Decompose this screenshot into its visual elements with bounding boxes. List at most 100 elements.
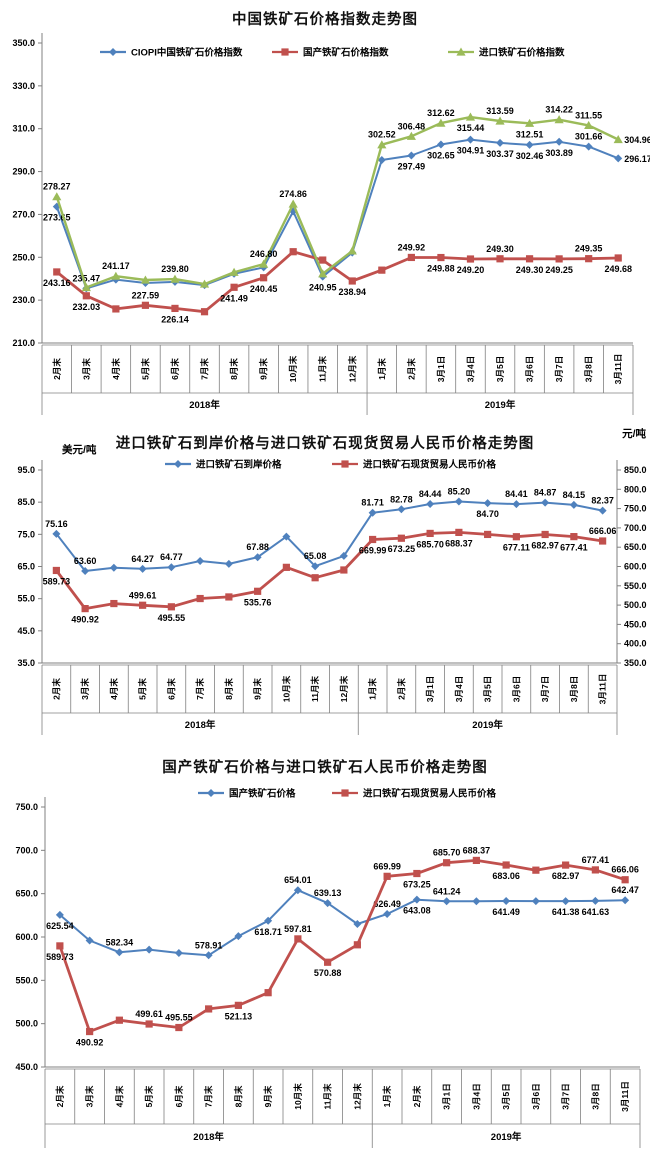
data-label: 499.61	[129, 590, 157, 600]
category-label: 4月末	[109, 678, 119, 700]
data-label: 688.37	[463, 845, 491, 855]
category-label: 7月末	[195, 678, 205, 700]
data-label: 654.01	[284, 875, 312, 885]
data-label: 673.25	[388, 544, 416, 554]
square-marker-icon	[81, 605, 89, 613]
category-label: 11月末	[323, 1083, 333, 1109]
diamond-marker-icon	[85, 936, 94, 945]
data-label: 499.61	[135, 1009, 163, 1019]
diamond-marker-icon	[377, 156, 386, 164]
data-label: 246.80	[250, 249, 278, 259]
diamond-marker-icon	[426, 499, 435, 508]
triangle-marker-icon	[199, 279, 210, 288]
diamond-marker-icon	[502, 897, 511, 906]
data-label: 302.65	[427, 150, 455, 160]
data-label: 625.54	[46, 921, 74, 931]
data-label: 82.37	[591, 496, 614, 506]
category-label: 3月1日	[425, 676, 435, 702]
category-label: 3月6日	[531, 1083, 541, 1109]
square-marker-icon	[407, 253, 415, 262]
category-label: 7月末	[204, 1085, 214, 1107]
triangle-marker-icon	[456, 47, 466, 56]
category-label: 2月末	[406, 358, 416, 380]
series-line	[55, 250, 620, 314]
series-triangle: 278.27 241.17 239.80 246.80 274.86 302.52306.…	[43, 105, 650, 292]
y-tick-label: 600.0	[15, 932, 38, 942]
diamond-marker-icon	[264, 916, 273, 925]
data-label: 64.27	[131, 554, 154, 564]
square-marker-icon	[324, 958, 332, 966]
chart-legend: 进口铁矿石到岸价格 进口铁矿石现货贸易人民币价格	[165, 459, 497, 471]
y-tick-label: 800.0	[624, 484, 647, 494]
square-marker-icon	[110, 599, 118, 608]
series-diamond: 75.16 63.60 64.27 64.77 67.88 65.08 81.71 82.78…	[45, 487, 614, 576]
diamond-marker-icon	[472, 897, 481, 906]
category-label: 3月8日	[584, 356, 594, 382]
data-label: 683.06	[492, 871, 520, 881]
category-label: 3月11日	[620, 1081, 630, 1112]
category-label: 2月末	[51, 678, 61, 700]
square-marker-icon	[86, 1027, 94, 1036]
square-marker-icon	[112, 305, 120, 313]
square-marker-icon	[591, 866, 599, 874]
y-tick-label: 750.0	[15, 802, 38, 812]
legend-item: 国产铁矿石价格指数	[272, 47, 389, 59]
y-tick-label: 330.0	[12, 81, 35, 91]
data-label: 688.37	[445, 538, 473, 548]
data-label: 682.97	[552, 871, 580, 881]
category-label: 3月7日	[561, 1083, 571, 1109]
legend-item: CIOPI中国铁矿石价格指数	[100, 47, 243, 59]
diamond-marker-icon	[81, 567, 90, 576]
x-axis: 2月末 3月末 4月末 5月末 6月末 7月末 8月末 9月末 10月末 11月末 12月末 1月末 2…	[44, 1066, 641, 1125]
y-axis-left: 95.0 85.0 75.0 65.0 55.0 45.0 35.0	[17, 460, 43, 668]
data-label: 582.34	[106, 937, 134, 947]
data-label: 685.70	[416, 539, 444, 549]
triangle-marker-icon	[406, 131, 416, 140]
y-tick-label: 350.0	[624, 658, 647, 668]
square-marker-icon	[53, 268, 61, 276]
triangle-marker-icon	[170, 274, 180, 283]
y-tick-label: 45.0	[17, 626, 35, 636]
square-marker-icon	[472, 856, 480, 865]
category-label: 3月末	[81, 358, 91, 380]
data-label: 641.24	[433, 886, 461, 896]
diamond-marker-icon	[311, 562, 320, 571]
diamond-marker-icon	[339, 551, 348, 560]
year-group-row: 2018年 2019年	[41, 713, 618, 735]
data-label: 81.71	[361, 498, 384, 508]
category-label: 5月末	[144, 1085, 154, 1107]
square-marker-icon	[397, 534, 405, 542]
square-marker-icon	[341, 789, 349, 797]
category-label: 3月6日	[525, 356, 535, 382]
legend-item: 国产铁矿石价格	[198, 788, 296, 800]
category-label: 12月末	[339, 675, 349, 702]
category-label: 11月末	[310, 676, 320, 702]
data-label: 302.52	[368, 130, 396, 140]
data-label: 597.81	[284, 924, 312, 934]
data-label: 84.15	[563, 490, 586, 500]
square-marker-icon	[254, 587, 262, 595]
data-label: 249.25	[545, 265, 573, 275]
data-label: 570.88	[314, 968, 342, 978]
category-label: 9月末	[263, 1085, 273, 1107]
legend-label: 进口铁矿石现货贸易人民币价格	[363, 459, 497, 471]
diamond-marker-icon	[253, 553, 262, 562]
diamond-marker-icon	[407, 151, 416, 160]
square-marker-icon	[56, 942, 64, 950]
y-tick-label: 600.0	[624, 562, 647, 572]
data-label: 642.47	[611, 885, 639, 895]
square-marker-icon	[502, 861, 510, 869]
square-marker-icon	[599, 537, 607, 545]
data-label: 673.25	[403, 880, 431, 890]
diamond-marker-icon	[282, 532, 291, 541]
legend-item: 进口铁矿石现货贸易人民币价格	[332, 788, 497, 800]
series-line	[55, 115, 620, 289]
square-marker-icon	[289, 248, 297, 256]
diamond-marker-icon	[466, 135, 475, 144]
data-label: 232.03	[73, 302, 101, 312]
data-label: 315.44	[457, 123, 485, 133]
year-label: 2019年	[472, 719, 503, 731]
data-label: 249.68	[604, 264, 632, 274]
chart-title: 国产铁矿石价格与进口铁矿石人民币价格走势图	[162, 760, 488, 776]
